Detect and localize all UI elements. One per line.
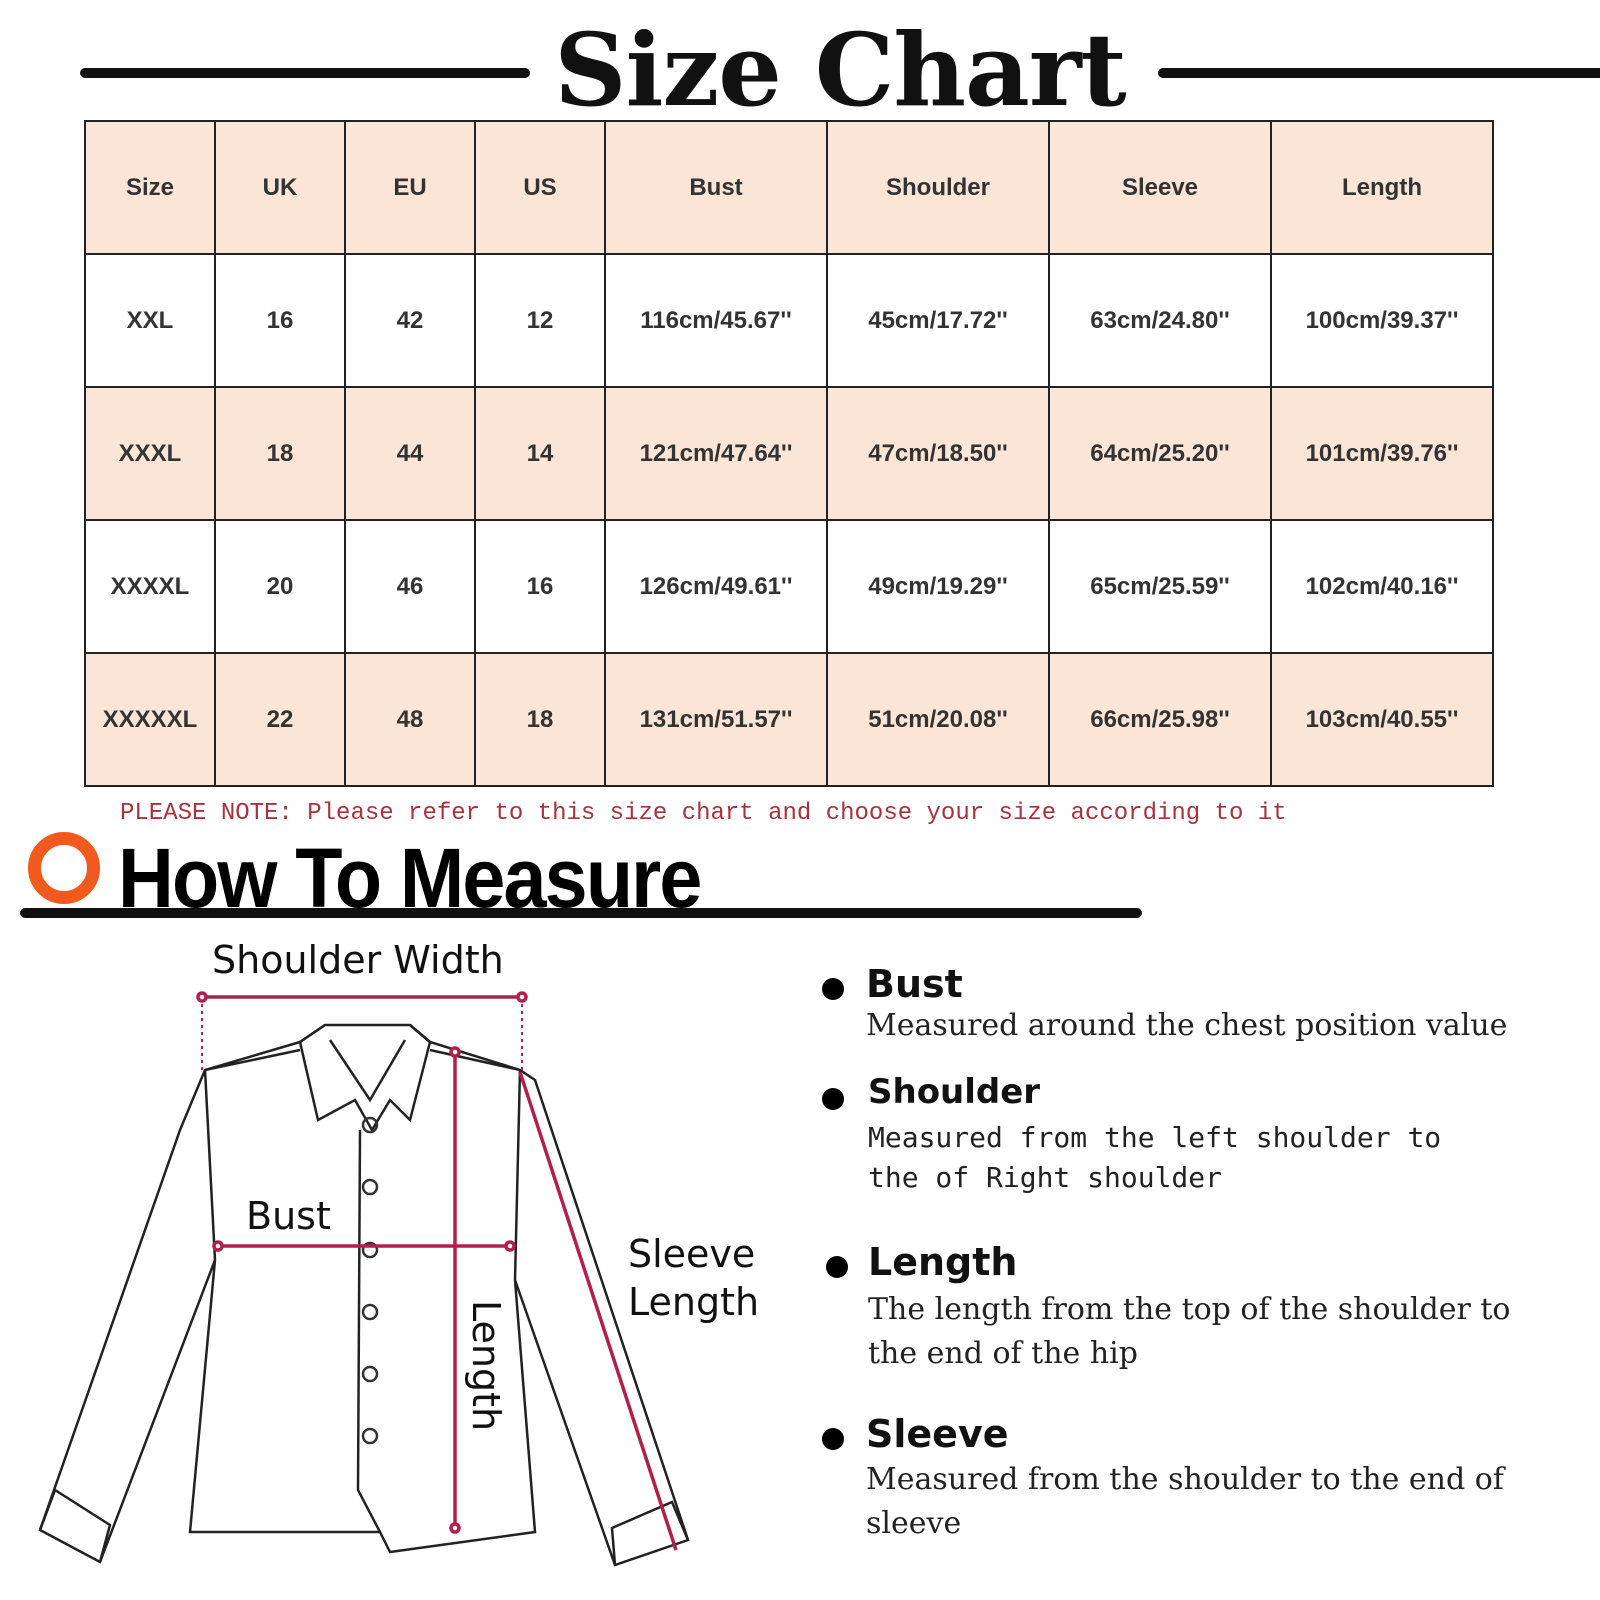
shirt-buttons xyxy=(361,1116,379,1445)
label-sleeve-length: Length xyxy=(628,1280,760,1324)
measure-lines xyxy=(196,991,678,1551)
table-cell: 18 xyxy=(474,652,606,787)
table-cell: 12 xyxy=(474,253,606,388)
guide-title-bust: Bust xyxy=(866,962,963,1006)
table-row: XXXL 18 44 14 121cm/47.64'' 47cm/18.50'' 64cm/… xyxy=(84,386,1494,521)
heading-rule xyxy=(20,908,1142,918)
table-cell: 65cm/25.59'' xyxy=(1048,519,1272,654)
column-header: Bust xyxy=(604,120,828,255)
bullet-icon xyxy=(822,1088,844,1110)
table-cell: 16 xyxy=(474,519,606,654)
guide-title-shoulder: Shoulder xyxy=(868,1072,1041,1112)
table-cell: 16 xyxy=(214,253,346,388)
table-row: XXXXL 20 46 16 126cm/49.61'' 49cm/19.29'' 65cm… xyxy=(84,519,1494,654)
bullet-icon xyxy=(822,1428,844,1450)
label-shoulder-width: Shoulder Width xyxy=(212,938,504,982)
table-cell: XXXL xyxy=(84,386,216,521)
table-cell: 44 xyxy=(344,386,476,521)
table-cell: 66cm/25.98'' xyxy=(1048,652,1272,787)
size-table: Size UK EU US Bust Shoulder Sleeve Length XXL 16 4… xyxy=(84,120,1494,787)
shirt-diagram xyxy=(38,991,690,1567)
table-cell: 121cm/47.64'' xyxy=(604,386,828,521)
title-rule-right xyxy=(1158,68,1600,78)
table-cell: 45cm/17.72'' xyxy=(826,253,1050,388)
table-cell: XXXXXL xyxy=(84,652,216,787)
guide-desc-bust: Measured around the chest position value xyxy=(866,1008,1508,1043)
page-title: Size Chart xyxy=(554,11,1126,129)
guide-title-sleeve: Sleeve xyxy=(866,1412,1009,1456)
table-cell: 46 xyxy=(344,519,476,654)
header-row: Size UK EU US Bust Shoulder Sleeve Length xyxy=(84,120,1494,255)
table-cell: XXL xyxy=(84,253,216,388)
column-header: US xyxy=(474,120,606,255)
table-cell: 51cm/20.08'' xyxy=(826,652,1050,787)
guide-desc-shoulder: Measured from the left shoulder to the o… xyxy=(868,1121,1442,1194)
label-sleeve: Sleeve xyxy=(628,1232,756,1276)
table-cell: 42 xyxy=(344,253,476,388)
table-cell: 22 xyxy=(214,652,346,787)
table-cell: 103cm/40.55'' xyxy=(1270,652,1494,787)
guide-title-length: Length xyxy=(868,1240,1018,1284)
table-cell: 100cm/39.37'' xyxy=(1270,253,1494,388)
label-bust: Bust xyxy=(246,1194,331,1238)
table-cell: 20 xyxy=(214,519,346,654)
size-note: PLEASE NOTE: Please refer to this size c… xyxy=(120,800,1287,827)
title-rule-left xyxy=(80,68,530,78)
label-length: Length xyxy=(464,1300,508,1432)
column-header: Length xyxy=(1270,120,1494,255)
column-header: EU xyxy=(344,120,476,255)
table-cell: 18 xyxy=(214,386,346,521)
column-header: Sleeve xyxy=(1048,120,1272,255)
table-cell: 64cm/25.20'' xyxy=(1048,386,1272,521)
table-cell: 126cm/49.61'' xyxy=(604,519,828,654)
column-header: UK xyxy=(214,120,346,255)
table-cell: 131cm/51.57'' xyxy=(604,652,828,787)
table-cell: 49cm/19.29'' xyxy=(826,519,1050,654)
table-cell: 102cm/40.16'' xyxy=(1270,519,1494,654)
table-cell: 101cm/39.76'' xyxy=(1270,386,1494,521)
ring-icon xyxy=(28,832,100,904)
shirt-outline xyxy=(38,1023,690,1567)
table-cell: 63cm/24.80'' xyxy=(1048,253,1272,388)
guide-desc-length: The length from the top of the shoulder … xyxy=(868,1292,1511,1371)
column-header: Shoulder xyxy=(826,120,1050,255)
bullet-icon xyxy=(826,1256,848,1278)
guide-desc-sleeve: Measured from the shoulder to the end of… xyxy=(866,1462,1504,1541)
table-cell: XXXXL xyxy=(84,519,216,654)
table-cell: 47cm/18.50'' xyxy=(826,386,1050,521)
table-row: XXL 16 42 12 116cm/45.67'' 45cm/17.72'' 63cm/2… xyxy=(84,253,1494,388)
column-header: Size xyxy=(84,120,216,255)
table-row: XXXXXL 22 48 18 131cm/51.57'' 51cm/20.08'' 66c… xyxy=(84,652,1494,787)
table-cell: 48 xyxy=(344,652,476,787)
bullet-icon xyxy=(822,978,844,1000)
table-cell: 116cm/45.67'' xyxy=(604,253,828,388)
table-cell: 14 xyxy=(474,386,606,521)
